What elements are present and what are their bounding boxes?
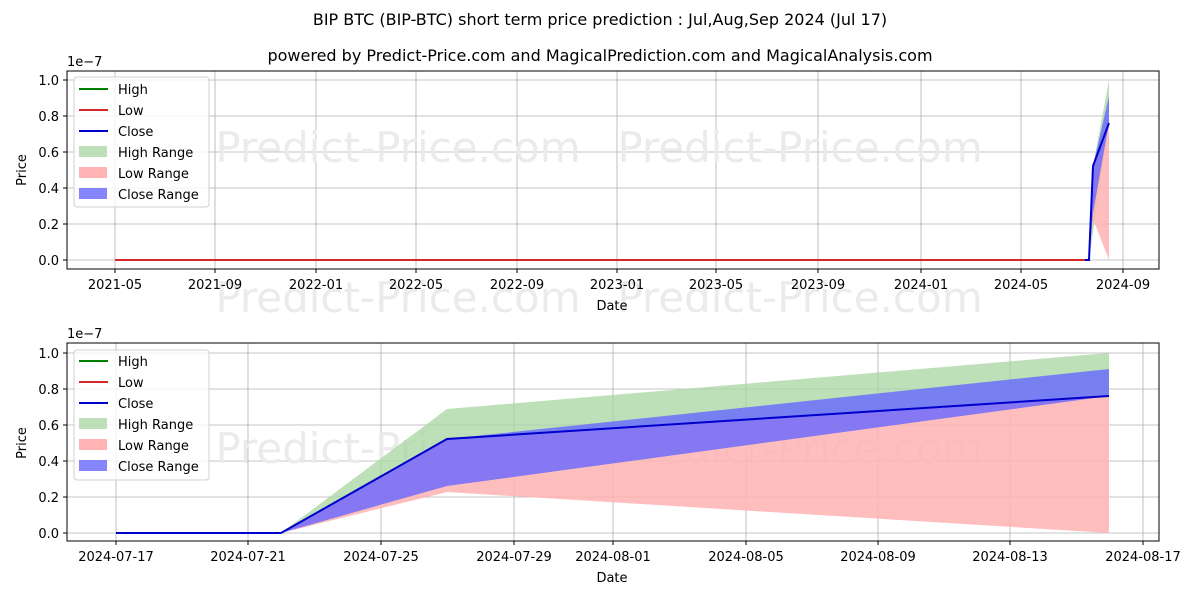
x-tick-label: 2024-08-13 bbox=[972, 550, 1048, 565]
x-tick-label: 2024-01 bbox=[894, 278, 948, 293]
x-tick-label: 2023-01 bbox=[590, 278, 644, 293]
watermark: Predict-Price.com bbox=[617, 273, 982, 322]
top-close-line bbox=[1085, 122, 1110, 261]
x-tick-label: 2023-09 bbox=[791, 278, 845, 293]
legend-high-range-swatch bbox=[79, 418, 107, 429]
y-tick-label: 0.8 bbox=[38, 383, 59, 398]
x-tick-label: 2022-09 bbox=[490, 278, 544, 293]
x-tick-label: 2024-09 bbox=[1096, 278, 1150, 293]
legend-low-range-swatch bbox=[79, 439, 107, 450]
legend-label: High Range bbox=[118, 146, 193, 161]
y-tick-label: 0.0 bbox=[38, 527, 59, 542]
top-grid bbox=[67, 71, 1159, 269]
legend-label: Close Range bbox=[118, 188, 199, 203]
watermark: Predict-Price.com bbox=[617, 123, 982, 172]
legend-label: Low Range bbox=[118, 167, 189, 182]
y-axis-label: Price bbox=[15, 427, 30, 459]
top-x-ticks bbox=[114, 269, 1124, 273]
bottom-y-ticks bbox=[63, 352, 67, 534]
chart-subtitle: powered by Predict-Price.com and Magical… bbox=[267, 46, 933, 65]
x-tick-label: 2024-07-21 bbox=[210, 550, 286, 565]
x-tick-label: 2021-09 bbox=[188, 278, 242, 293]
x-tick-label: 2022-01 bbox=[289, 278, 343, 293]
y-tick-label: 0.4 bbox=[38, 182, 59, 197]
x-tick-label: 2024-05 bbox=[994, 278, 1048, 293]
x-tick-label: 2023-05 bbox=[689, 278, 743, 293]
legend-close-range-swatch bbox=[79, 188, 107, 199]
top-x-tick-labels: 2021-05 2021-09 2022-01 2022-05 2022-09 … bbox=[88, 278, 1150, 293]
x-axis-label: Date bbox=[596, 299, 627, 314]
watermark: Predict-Price.com bbox=[215, 123, 580, 172]
bottom-low-range bbox=[281, 396, 1109, 533]
top-axes-frame bbox=[66, 70, 1160, 270]
legend-high-range-swatch bbox=[79, 146, 107, 157]
y-tick-label: 0.2 bbox=[38, 491, 59, 506]
legend-label: Close Range bbox=[118, 460, 199, 475]
x-tick-label: 2024-08-09 bbox=[840, 550, 916, 565]
legend-close-range-swatch bbox=[79, 460, 107, 471]
legend-low-range-swatch bbox=[79, 167, 107, 178]
x-tick-label: 2024-08-17 bbox=[1105, 550, 1181, 565]
y-tick-label: 0.4 bbox=[38, 455, 59, 470]
y-scale-label: 1e−7 bbox=[67, 327, 102, 342]
x-tick-label: 2024-08-01 bbox=[575, 550, 651, 565]
legend-label: High bbox=[118, 355, 148, 370]
legend-label: Close bbox=[118, 397, 153, 412]
bottom-chart: Predict-Price.com Predict-Price.com 0.0 … bbox=[15, 327, 1181, 586]
top-y-tick-labels: 0.0 0.2 0.4 0.6 0.8 1.0 bbox=[38, 74, 59, 269]
y-tick-label: 0.6 bbox=[38, 419, 59, 434]
bottom-close-line bbox=[116, 395, 1110, 534]
legend-label: Low bbox=[118, 104, 144, 119]
top-legend: High Low Close High Range Low Range Clos… bbox=[73, 76, 210, 208]
x-tick-label: 2022-05 bbox=[389, 278, 443, 293]
top-y-ticks bbox=[63, 79, 67, 261]
watermark: Predict-Price.com bbox=[215, 273, 580, 322]
legend-label: Low bbox=[118, 376, 144, 391]
y-tick-label: 0.2 bbox=[38, 218, 59, 233]
bottom-x-tick-labels: 2024-07-17 2024-07-21 2024-07-25 2024-07… bbox=[78, 550, 1181, 565]
bottom-x-ticks bbox=[115, 541, 1144, 545]
legend-label: High Range bbox=[118, 418, 193, 433]
bottom-legend: High Low Close High Range Low Range Clos… bbox=[73, 349, 210, 481]
x-tick-label: 2021-05 bbox=[88, 278, 142, 293]
legend-label: Close bbox=[118, 125, 153, 140]
top-chart: Predict-Price.com Predict-Price.com Pred… bbox=[15, 55, 1160, 322]
x-tick-label: 2024-08-05 bbox=[708, 550, 784, 565]
x-tick-label: 2024-07-17 bbox=[78, 550, 154, 565]
legend-label: High bbox=[118, 83, 148, 98]
x-axis-label: Date bbox=[596, 571, 627, 586]
x-tick-label: 2024-07-25 bbox=[343, 550, 419, 565]
x-tick-label: 2024-07-29 bbox=[476, 550, 552, 565]
chart-title: BIP BTC (BIP-BTC) short term price predi… bbox=[312, 10, 888, 29]
y-scale-label: 1e−7 bbox=[67, 55, 102, 70]
y-tick-label: 1.0 bbox=[38, 347, 59, 362]
y-tick-label: 1.0 bbox=[38, 74, 59, 89]
y-tick-label: 0.8 bbox=[38, 110, 59, 125]
top-low-range bbox=[1089, 123, 1109, 260]
y-tick-label: 0.6 bbox=[38, 146, 59, 161]
bottom-y-tick-labels: 0.0 0.2 0.4 0.6 0.8 1.0 bbox=[38, 347, 59, 542]
y-axis-label: Price bbox=[15, 154, 30, 186]
y-tick-label: 0.0 bbox=[38, 254, 59, 269]
legend-label: Low Range bbox=[118, 439, 189, 454]
